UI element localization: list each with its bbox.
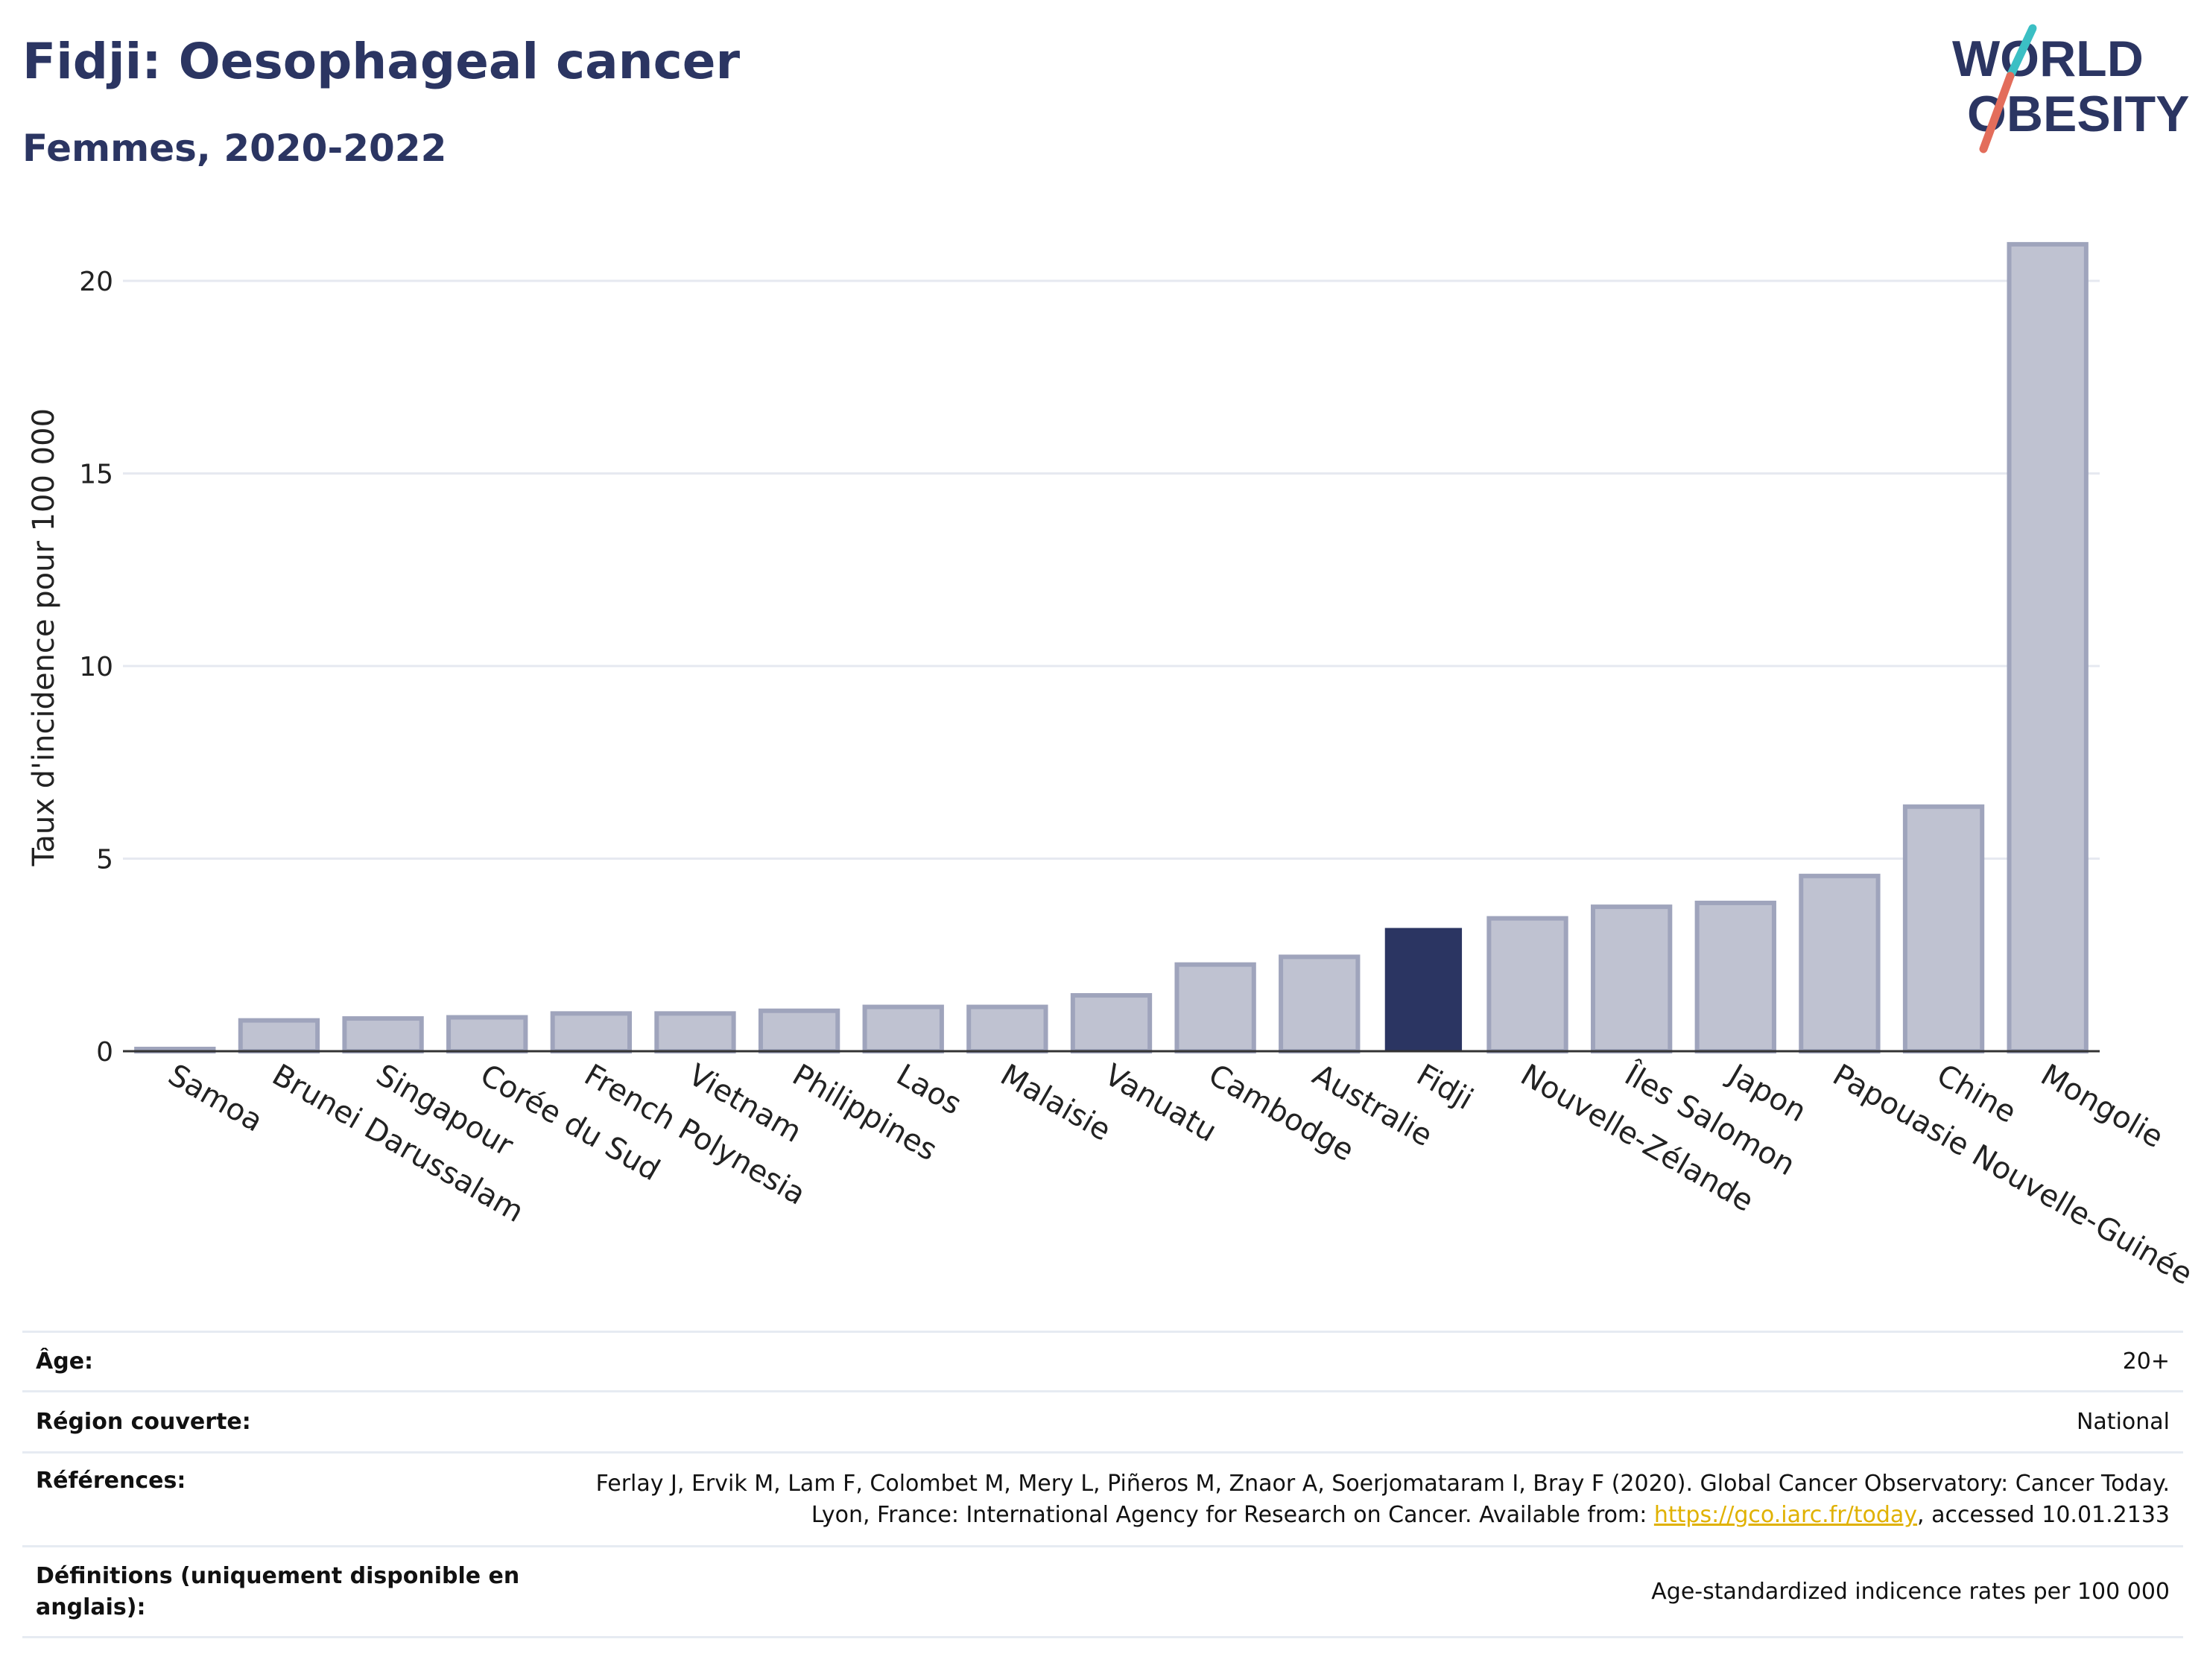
bar-mongolie[interactable] <box>2007 241 2089 1053</box>
bar-brunei-darussalam[interactable] <box>238 1018 320 1054</box>
logo-slash-teal <box>2006 24 2037 80</box>
y-tick-label: 0 <box>96 1037 113 1068</box>
y-tick-label: 20 <box>79 267 113 297</box>
y-axis-title: Taux d'incidence pour 100 000 <box>27 408 61 866</box>
bar-vanuatu[interactable] <box>1070 993 1153 1054</box>
bar-philippines[interactable] <box>758 1008 840 1053</box>
bar-malaisie[interactable] <box>966 1004 1048 1054</box>
x-tick-label: Samoa <box>162 1058 268 1139</box>
bar-australie[interactable] <box>1279 954 1361 1053</box>
y-tick-label: 5 <box>96 845 113 875</box>
bar-laos[interactable] <box>862 1004 944 1054</box>
info-value: National <box>571 1390 2183 1453</box>
info-row-age: Âge: 20+ <box>22 1331 2183 1392</box>
bars <box>134 241 2089 1054</box>
bar-cor-e-du-sud[interactable] <box>446 1015 528 1054</box>
chart-subtitle: Femmes, 2020-2022 <box>22 127 447 170</box>
bar-chine[interactable] <box>1902 804 1985 1053</box>
info-label: Âge: <box>22 1331 571 1392</box>
info-table: Âge: 20+ Région couverte: National Référ… <box>22 1331 2183 1638</box>
x-tick-label: Corée du Sud <box>475 1058 665 1188</box>
info-label: Région couverte: <box>22 1390 571 1453</box>
reference-link[interactable]: https://gco.iarc.fr/today <box>1653 1501 1918 1528</box>
reference-text-end: , accessed 10.01.2133 <box>1917 1501 2170 1528</box>
x-tick-label: Laos <box>890 1058 967 1122</box>
bar--les-salomon[interactable] <box>1590 904 1673 1053</box>
x-tick-label: Mongolie <box>2035 1058 2169 1155</box>
logo-line1: WORLD <box>1952 31 2144 87</box>
x-tick-label: Fidji <box>1410 1058 1478 1117</box>
bar-cambodge[interactable] <box>1174 962 1256 1054</box>
info-row-references: Références: Ferlay J, Ervik M, Lam F, Co… <box>22 1451 2183 1547</box>
info-label: Références: <box>22 1451 571 1547</box>
grid-lines <box>123 279 2100 860</box>
bar-japon[interactable] <box>1694 900 1776 1053</box>
info-row-region: Région couverte: National <box>22 1390 2183 1453</box>
info-row-definitions: Définitions (uniquement disponible en an… <box>22 1545 2183 1638</box>
x-tick-label: Papouasie Nouvelle-Guinée <box>1827 1058 2198 1292</box>
y-tick-label: 15 <box>79 460 113 490</box>
bar-nouvelle-z-lande[interactable] <box>1486 916 1568 1054</box>
chart-title: Fidji: Oesophageal cancer <box>22 33 741 90</box>
x-tick-label: Vanuatu <box>1099 1058 1223 1149</box>
reference-text: Ferlay J, Ervik M, Lam F, Colombet M, Me… <box>595 1470 2170 1528</box>
x-tick-label: Malaisie <box>995 1058 1117 1148</box>
bar-french-polynesia[interactable] <box>550 1011 633 1053</box>
info-value: 20+ <box>571 1331 2183 1392</box>
logo-slash-coral <box>1979 72 2015 153</box>
bar-singapour[interactable] <box>342 1016 424 1054</box>
y-tick-label: 10 <box>79 652 113 682</box>
info-value: Age-standardized indicence rates per 100… <box>571 1545 2183 1638</box>
bar-papouasie-nouvelle-guin-e[interactable] <box>1799 873 1881 1054</box>
bar-vietnam[interactable] <box>654 1011 736 1053</box>
bar-fidji[interactable] <box>1384 928 1463 1051</box>
world-obesity-logo: WORLD OBESITY <box>1952 24 2190 153</box>
info-label: Définitions (uniquement disponible en an… <box>22 1545 571 1638</box>
info-value: Ferlay J, Ervik M, Lam F, Colombet M, Me… <box>571 1451 2183 1547</box>
